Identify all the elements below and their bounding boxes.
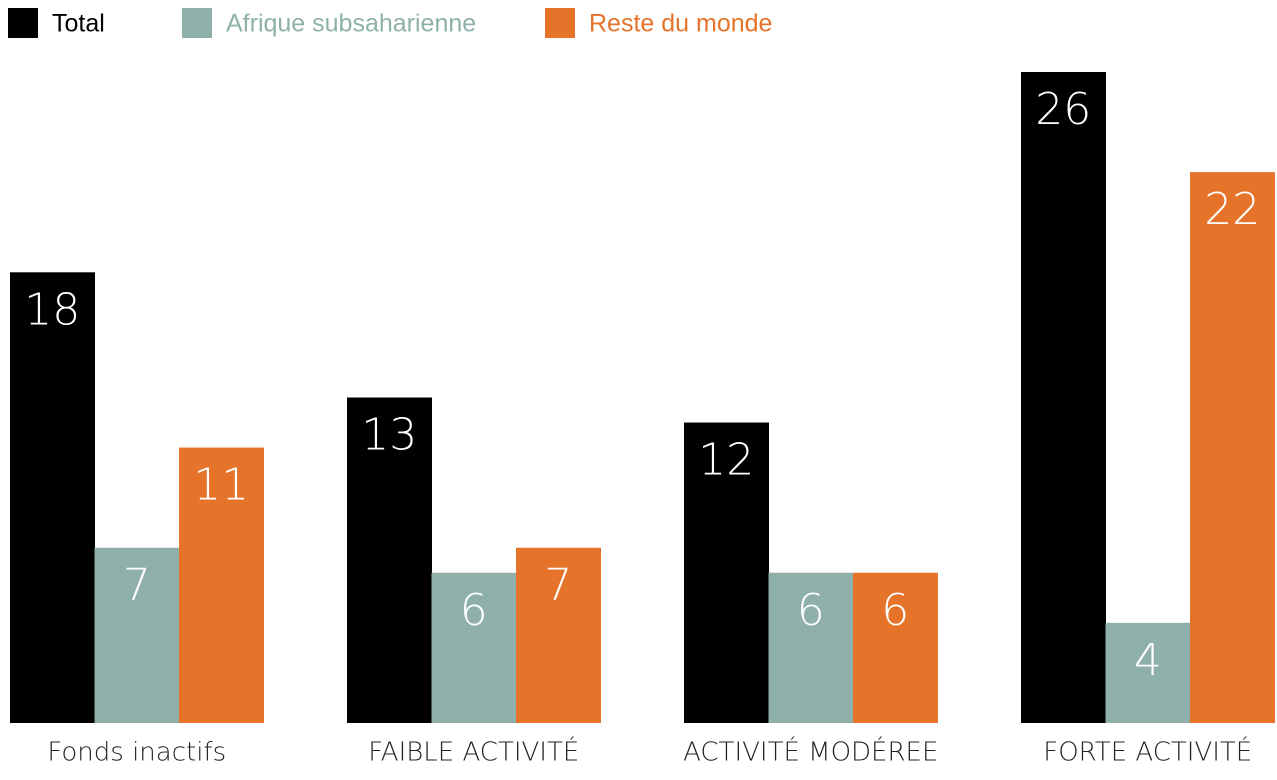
bar: [1190, 172, 1275, 724]
x-tick-label: ACTIVITÉ MODÉREE: [683, 736, 938, 768]
value-label: 22: [1204, 184, 1260, 235]
value-label: 11: [193, 460, 249, 511]
legend-label: Afrique subsaharienne: [226, 10, 476, 38]
legend-label: Total: [52, 10, 105, 38]
value-label: 7: [123, 560, 151, 611]
bar: [516, 547, 601, 723]
bar: [1021, 72, 1106, 723]
value-label: 6: [881, 585, 909, 636]
bar: [94, 547, 180, 723]
value-label: 18: [24, 284, 80, 335]
value-label: 6: [460, 585, 488, 636]
bar: [179, 447, 264, 723]
bar: [431, 572, 517, 723]
bar: [10, 272, 95, 723]
x-tick-label: FORTE ACTIVITÉ: [1043, 736, 1252, 768]
bar: [853, 572, 938, 723]
bar: [347, 397, 432, 723]
value-label: 12: [698, 435, 754, 486]
value-label: 6: [797, 585, 825, 636]
bar: [1105, 622, 1191, 723]
bar: [684, 422, 769, 723]
x-tick-label: FAIBLE ACTIVITÉ: [368, 736, 579, 768]
legend-swatch: [545, 8, 575, 38]
value-label: 26: [1035, 84, 1091, 135]
legend-swatch: [8, 8, 38, 38]
x-tick-label: Fonds inactifs: [47, 738, 226, 768]
legend-swatch: [182, 8, 212, 38]
legend-label: Reste du monde: [589, 10, 772, 38]
bar: [768, 572, 854, 723]
value-label: 13: [361, 410, 417, 461]
value-label: 4: [1134, 635, 1162, 686]
value-label: 7: [544, 560, 572, 611]
